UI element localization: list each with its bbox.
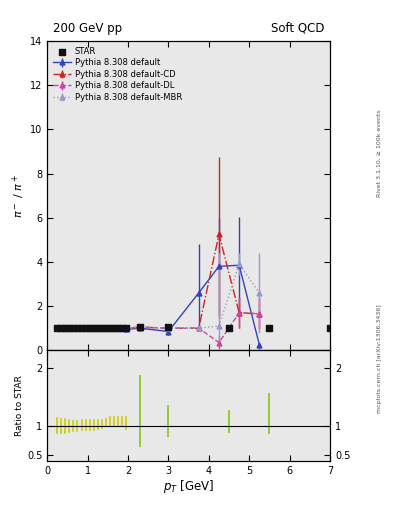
STAR: [90, 324, 97, 332]
STAR: [226, 324, 232, 332]
STAR: [78, 324, 84, 332]
STAR: [66, 324, 73, 332]
STAR: [86, 324, 93, 332]
STAR: [266, 324, 273, 332]
X-axis label: $p_T$ [GeV]: $p_T$ [GeV]: [163, 478, 214, 496]
STAR: [119, 324, 125, 332]
Legend: STAR, Pythia 8.308 default, Pythia 8.308 default-CD, Pythia 8.308 default-DL, Py: STAR, Pythia 8.308 default, Pythia 8.308…: [51, 45, 184, 103]
STAR: [62, 324, 68, 332]
Text: 200 GeV pp: 200 GeV pp: [53, 22, 122, 35]
Text: Soft QCD: Soft QCD: [271, 22, 325, 35]
STAR: [103, 324, 109, 332]
Text: Rivet 3.1.10, ≥ 100k events: Rivet 3.1.10, ≥ 100k events: [377, 110, 382, 198]
STAR: [74, 324, 81, 332]
STAR: [123, 324, 129, 332]
STAR: [137, 323, 143, 331]
STAR: [327, 324, 333, 332]
STAR: [111, 324, 117, 332]
STAR: [115, 324, 121, 332]
STAR: [95, 324, 101, 332]
Y-axis label: Ratio to STAR: Ratio to STAR: [15, 375, 24, 436]
Text: mcplots.cern.ch [arXiv:1306.3436]: mcplots.cern.ch [arXiv:1306.3436]: [377, 304, 382, 413]
STAR: [83, 324, 89, 332]
STAR: [70, 324, 77, 332]
STAR: [54, 324, 61, 332]
STAR: [165, 323, 172, 331]
Y-axis label: $\pi^-$ / $\pi^+$: $\pi^-$ / $\pi^+$: [11, 174, 27, 218]
STAR: [58, 324, 64, 332]
STAR: [107, 324, 113, 332]
STAR: [99, 324, 105, 332]
